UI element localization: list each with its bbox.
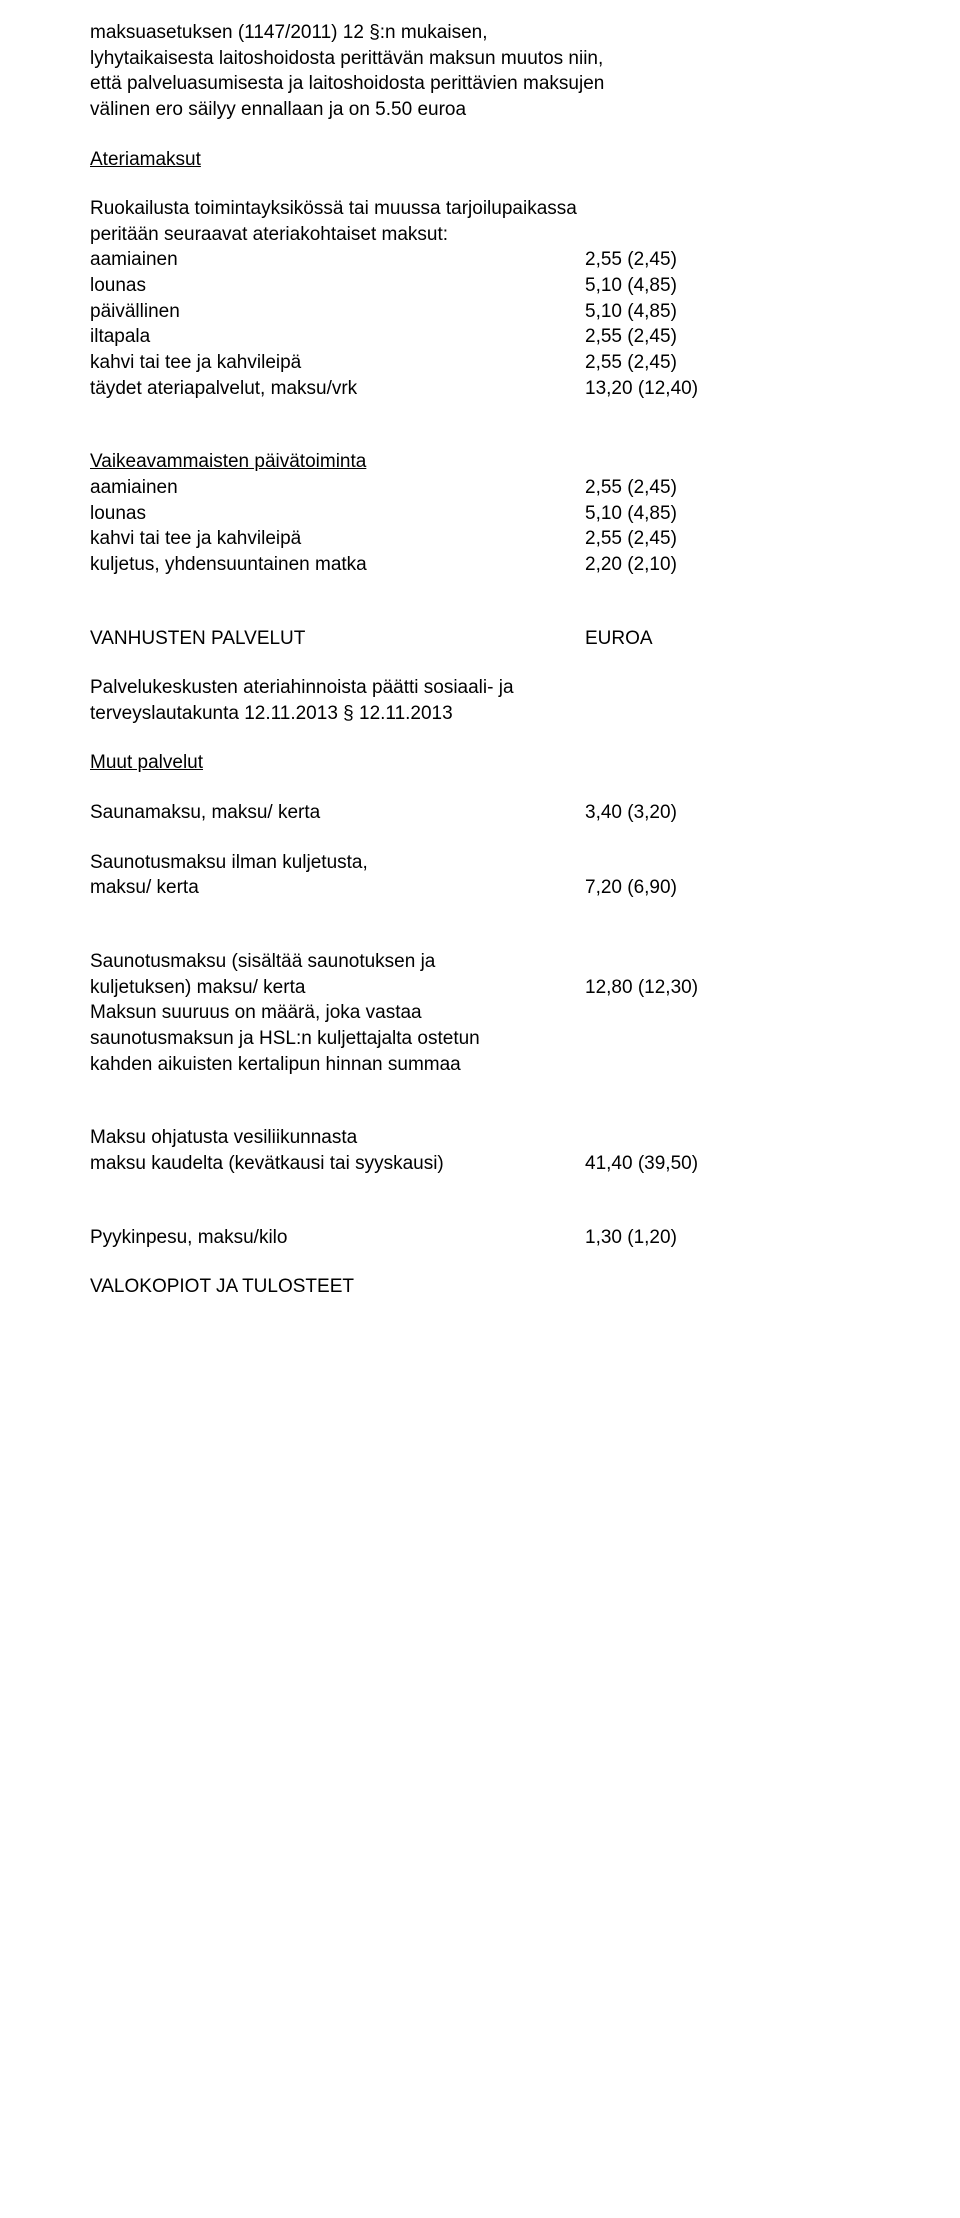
price-value: 1,30 (1,20) xyxy=(585,1225,677,1251)
price-row: maksu/ kerta 7,20 (6,90) xyxy=(90,875,912,901)
palvelukeskus-paragraph: Palvelukeskusten ateriahinnoista päätti … xyxy=(90,675,560,726)
vesiliikunta-block: Maksu ohjatusta vesiliikunnasta maksu ka… xyxy=(90,1125,912,1176)
saunotus-kulj-block: Saunotusmaksu (sisältää saunotuksen ja k… xyxy=(90,949,912,1077)
price-value: 2,55 (2,45) xyxy=(585,475,677,501)
price-label: kuljetuksen) maksu/ kerta xyxy=(90,975,585,1001)
vaikeavammaiset-block: Vaikeavammaisten päivätoiminta aamiainen… xyxy=(90,449,912,577)
saunotus-ilman-block: Saunotusmaksu ilman kuljetusta, maksu/ k… xyxy=(90,850,912,901)
price-label: lounas xyxy=(90,273,585,299)
saunotus-kulj-l1: Saunotusmaksu (sisältää saunotuksen ja xyxy=(90,949,912,975)
price-value: 13,20 (12,40) xyxy=(585,376,698,402)
price-label: aamiainen xyxy=(90,475,585,501)
ateriamaksut-lead: Ruokailusta toimintayksikössä tai muussa… xyxy=(90,196,590,247)
saunotus-note1: Maksun suuruus on määrä, joka vastaa xyxy=(90,1000,912,1026)
price-label: kuljetus, yhdensuuntainen matka xyxy=(90,552,585,578)
price-value: 2,20 (2,10) xyxy=(585,552,677,578)
price-label: lounas xyxy=(90,501,585,527)
price-label: kahvi tai tee ja kahvileipä xyxy=(90,526,585,552)
price-value: 2,55 (2,45) xyxy=(585,247,677,273)
price-row: aamiainen 2,55 (2,45) xyxy=(90,475,912,501)
price-row: aamiainen 2,55 (2,45) xyxy=(90,247,912,273)
price-label: Saunamaksu, maksu/ kerta xyxy=(90,800,585,826)
sauna-kerta-row: Saunamaksu, maksu/ kerta 3,40 (3,20) xyxy=(90,800,912,826)
vanhusten-row: VANHUSTEN PALVELUT EUROA xyxy=(90,626,912,652)
price-row: kahvi tai tee ja kahvileipä 2,55 (2,45) xyxy=(90,350,912,376)
price-value: 3,40 (3,20) xyxy=(585,800,677,826)
price-label: kahvi tai tee ja kahvileipä xyxy=(90,350,585,376)
price-label: täydet ateriapalvelut, maksu/vrk xyxy=(90,376,585,402)
ateriamaksut-block: Ruokailusta toimintayksikössä tai muussa… xyxy=(90,196,912,401)
saunotus-note3: kahden aikuisten kertalipun hinnan summa… xyxy=(90,1052,912,1078)
pyykki-row: Pyykinpesu, maksu/kilo 1,30 (1,20) xyxy=(90,1225,912,1251)
price-row: maksu kaudelta (kevätkausi tai syyskausi… xyxy=(90,1151,912,1177)
price-label: päivällinen xyxy=(90,299,585,325)
price-value: 2,55 (2,45) xyxy=(585,350,677,376)
price-label: Pyykinpesu, maksu/kilo xyxy=(90,1225,585,1251)
intro-paragraph: maksuasetuksen (1147/2011) 12 §:n mukais… xyxy=(90,20,610,123)
price-row: päivällinen 5,10 (4,85) xyxy=(90,299,912,325)
price-row: kuljetuksen) maksu/ kerta 12,80 (12,30) xyxy=(90,975,912,1001)
price-row: lounas 5,10 (4,85) xyxy=(90,273,912,299)
muut-heading: Muut palvelut xyxy=(90,750,912,776)
price-row: iltapala 2,55 (2,45) xyxy=(90,324,912,350)
price-value: 2,55 (2,45) xyxy=(585,526,677,552)
price-value: 5,10 (4,85) xyxy=(585,501,677,527)
price-value: 41,40 (39,50) xyxy=(585,1151,698,1177)
price-row: kahvi tai tee ja kahvileipä 2,55 (2,45) xyxy=(90,526,912,552)
vesiliikunta-l1: Maksu ohjatusta vesiliikunnasta xyxy=(90,1125,912,1151)
price-label: aamiainen xyxy=(90,247,585,273)
price-label: maksu/ kerta xyxy=(90,875,585,901)
vanhusten-value: EUROA xyxy=(585,626,653,652)
saunotus-note2: saunotusmaksun ja HSL:n kuljettajalta os… xyxy=(90,1026,912,1052)
price-value: 12,80 (12,30) xyxy=(585,975,698,1001)
price-value: 5,10 (4,85) xyxy=(585,299,677,325)
ateriamaksut-rows: aamiainen 2,55 (2,45) lounas 5,10 (4,85)… xyxy=(90,247,912,401)
document-page: maksuasetuksen (1147/2011) 12 §:n mukais… xyxy=(0,0,960,2218)
price-value: 7,20 (6,90) xyxy=(585,875,677,901)
vaikeavammaiset-rows: aamiainen 2,55 (2,45) lounas 5,10 (4,85)… xyxy=(90,475,912,578)
price-value: 5,10 (4,85) xyxy=(585,273,677,299)
price-value: 2,55 (2,45) xyxy=(585,324,677,350)
price-row: lounas 5,10 (4,85) xyxy=(90,501,912,527)
saunotus-ilman-l1: Saunotusmaksu ilman kuljetusta, xyxy=(90,850,912,876)
price-row: täydet ateriapalvelut, maksu/vrk 13,20 (… xyxy=(90,376,912,402)
vaikeavammaiset-heading: Vaikeavammaisten päivätoiminta xyxy=(90,449,912,475)
price-label: maksu kaudelta (kevätkausi tai syyskausi… xyxy=(90,1151,585,1177)
ateriamaksut-heading: Ateriamaksut xyxy=(90,147,912,173)
valokopiot-heading: VALOKOPIOT JA TULOSTEET xyxy=(90,1274,912,1300)
price-row: kuljetus, yhdensuuntainen matka 2,20 (2,… xyxy=(90,552,912,578)
vanhusten-label: VANHUSTEN PALVELUT xyxy=(90,626,585,652)
price-label: iltapala xyxy=(90,324,585,350)
